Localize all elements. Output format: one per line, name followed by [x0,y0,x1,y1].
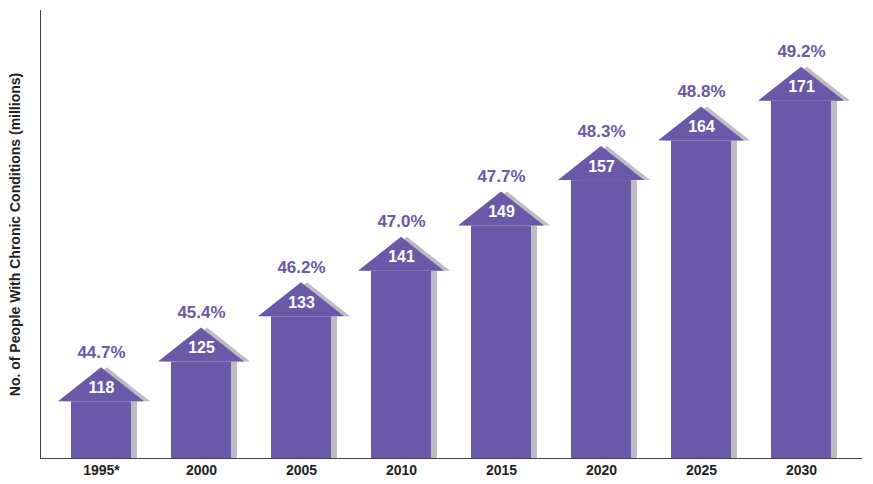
svg-text:45.4%: 45.4% [177,303,225,322]
svg-text:46.2%: 46.2% [277,258,325,277]
svg-text:No. of People With Chronic Con: No. of People With Chronic Conditions (m… [7,73,23,396]
svg-text:133: 133 [288,294,315,311]
svg-text:48.3%: 48.3% [577,122,625,141]
svg-text:2010: 2010 [386,462,417,478]
svg-text:118: 118 [89,379,115,396]
svg-text:164: 164 [688,118,715,135]
svg-text:1995*: 1995* [83,462,120,478]
svg-text:171: 171 [788,78,815,95]
svg-text:157: 157 [588,158,615,175]
svg-text:49.2%: 49.2% [777,42,825,61]
svg-text:2030: 2030 [786,462,817,478]
svg-text:141: 141 [388,248,415,265]
svg-text:2025: 2025 [686,462,717,478]
svg-text:44.7%: 44.7% [77,343,125,362]
svg-text:125: 125 [188,339,215,356]
svg-text:2005: 2005 [286,462,317,478]
svg-text:47.0%: 47.0% [377,212,425,231]
svg-text:47.7%: 47.7% [477,167,525,186]
svg-text:2015: 2015 [486,462,517,478]
svg-text:48.8%: 48.8% [677,82,725,101]
svg-text:149: 149 [488,203,515,220]
svg-text:2000: 2000 [186,462,217,478]
svg-text:2020: 2020 [586,462,617,478]
